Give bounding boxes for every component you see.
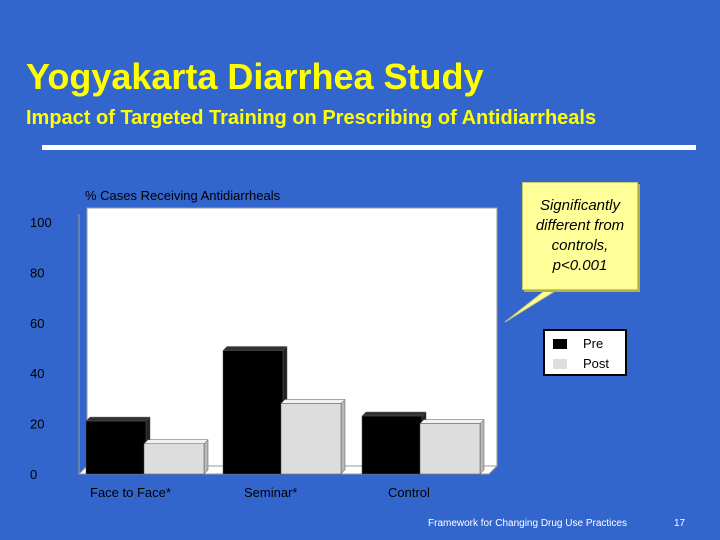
y-tick-label: 60 — [30, 316, 44, 331]
significance-callout: Significantly different from controls, p… — [522, 182, 638, 290]
slide-title: Yogyakarta Diarrhea Study — [26, 56, 484, 97]
x-tick-label: Face to Face* — [90, 485, 171, 500]
x-tick-label: Control — [388, 485, 430, 500]
title-rule — [42, 145, 696, 150]
page-number: 17 — [674, 518, 686, 529]
footer-text: Framework for Changing Drug Use Practice… — [428, 518, 627, 529]
legend-label-pre: Pre — [583, 336, 604, 351]
y-tick-label: 100 — [30, 215, 52, 230]
labels-layer: 0 20 40 60 80 100 Face to Face* Seminar* Control — [30, 215, 430, 500]
y-tick-label: 20 — [30, 417, 44, 432]
legend-swatch-post — [553, 358, 567, 369]
callout-text: Significantly different from controls, p… — [535, 197, 625, 274]
legend-item-post: Post — [553, 356, 609, 371]
slide-subtitle: Impact of Targeted Training on Prescribi… — [26, 107, 597, 129]
y-tick-label: 0 — [30, 467, 37, 482]
bar-post-1 — [280, 398, 346, 475]
bar-post-0 — [143, 439, 209, 475]
bar-post-2 — [419, 418, 485, 475]
legend-label-post: Post — [583, 356, 610, 371]
y-tick-label: 40 — [30, 366, 44, 381]
x-tick-label: Seminar* — [244, 485, 297, 500]
bar-pre-2 — [361, 411, 427, 475]
bar-pre-0 — [85, 416, 151, 475]
callout-pointer — [504, 287, 562, 323]
legend-item-pre: Pre — [553, 336, 603, 351]
chart-legend: Pre Post — [543, 329, 627, 376]
bar-pre-1 — [222, 345, 288, 475]
legend-swatch-pre — [553, 338, 567, 349]
bars-layer — [85, 345, 485, 475]
y-tick-label: 80 — [30, 265, 44, 280]
chart-title: % Cases Receiving Antidiarrheals — [85, 188, 281, 203]
